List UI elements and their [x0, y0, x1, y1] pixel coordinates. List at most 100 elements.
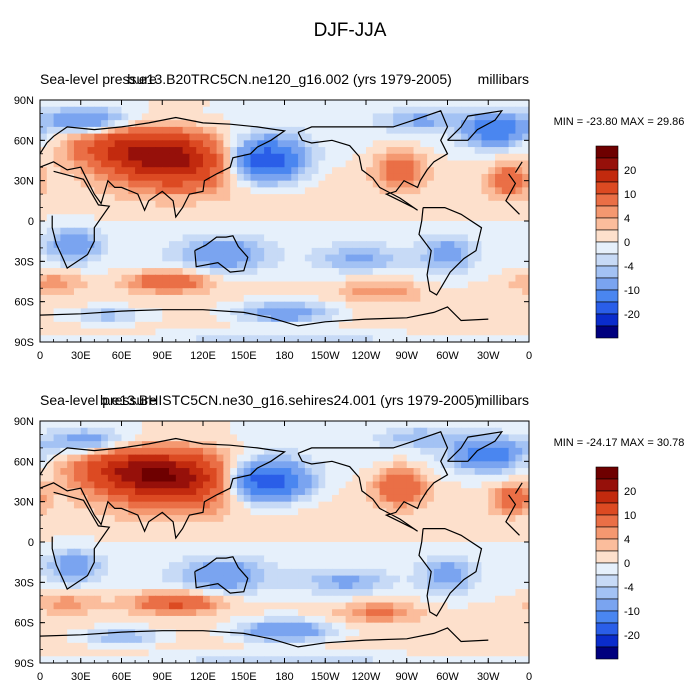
field-cell [522, 274, 529, 283]
field-cell [169, 427, 177, 436]
field-cell [393, 335, 401, 342]
field-cell [467, 434, 476, 442]
field-cell [169, 160, 177, 168]
field-cell [223, 301, 231, 309]
field-cell [189, 308, 197, 316]
field-cell [304, 461, 313, 469]
field-cell [399, 194, 408, 202]
field-cell [311, 294, 320, 303]
field-cell [454, 120, 462, 128]
field-cell [189, 133, 197, 141]
field-cell [230, 595, 238, 604]
field-cell [155, 421, 163, 429]
field-cell [406, 508, 415, 516]
field-cell [481, 180, 489, 188]
field-cell [454, 106, 462, 115]
field-cell [209, 294, 218, 303]
field-cell [467, 294, 476, 303]
field-cell [427, 528, 435, 536]
field-cell [508, 494, 517, 503]
field-cell [155, 227, 163, 236]
field-cell [386, 508, 394, 516]
field-cell [304, 468, 313, 476]
field-cell [474, 542, 483, 550]
field-cell [284, 106, 292, 115]
field-cell [325, 515, 333, 523]
field-cell [257, 254, 265, 262]
field-cell [53, 173, 61, 182]
field-cell [433, 454, 442, 462]
field-cell [495, 515, 503, 523]
field-cell [379, 173, 387, 182]
field-cell [175, 454, 184, 462]
field-cell [175, 474, 184, 483]
field-cell [366, 261, 374, 269]
field-cell [406, 328, 415, 336]
field-cell [284, 120, 292, 128]
field-cell [522, 227, 529, 236]
field-cell [515, 281, 523, 289]
field-cell [386, 234, 394, 242]
field-cell [406, 254, 415, 262]
field-cell [60, 294, 68, 303]
field-cell [413, 454, 421, 462]
field-cell [372, 241, 381, 249]
field-cell [250, 461, 258, 469]
field-cell [461, 488, 469, 496]
field-cell [203, 622, 211, 630]
field-cell [270, 441, 279, 449]
field-cell [230, 622, 238, 630]
field-cell [406, 447, 415, 456]
field-cell [359, 180, 367, 188]
field-cell [488, 521, 496, 530]
field-cell [352, 555, 360, 563]
field-cell [60, 261, 68, 269]
field-cell [80, 200, 89, 209]
field-cell [304, 227, 313, 236]
field-cell [53, 261, 61, 269]
field-cell [236, 214, 245, 222]
field-cell [447, 113, 455, 121]
field-cell [427, 207, 435, 215]
field-cell [440, 274, 449, 283]
field-cell [203, 254, 211, 262]
field-cell [53, 515, 61, 523]
field-cell [148, 481, 157, 489]
field-cell [101, 589, 109, 597]
field-cell [366, 441, 374, 449]
field-cell [236, 126, 245, 135]
field-cell [250, 173, 258, 182]
field-cell [508, 207, 517, 215]
field-cell [101, 153, 109, 162]
field-cell [101, 602, 109, 610]
field-cell [304, 281, 313, 289]
field-cell [433, 234, 442, 242]
field-cell [332, 548, 340, 557]
field-cell [359, 147, 367, 155]
field-cell [325, 427, 333, 436]
field-cell [284, 261, 292, 269]
field-cell [236, 153, 245, 162]
field-cell [196, 582, 204, 590]
field-cell [440, 241, 449, 249]
field-cell [189, 468, 197, 476]
field-cell [40, 187, 48, 195]
field-cell [440, 100, 449, 108]
field-cell [522, 434, 529, 442]
field-cell [135, 568, 143, 577]
field-cell [107, 555, 116, 563]
field-cell [311, 173, 320, 182]
y-tick-label: 0 [28, 216, 34, 228]
field-cell [488, 602, 496, 610]
field-cell [128, 488, 136, 496]
field-cell [379, 589, 387, 597]
field-cell [427, 268, 435, 276]
field-cell [148, 288, 157, 296]
y-tick-label: 60N [14, 135, 34, 147]
field-cell [114, 194, 123, 202]
field-cell [515, 100, 523, 108]
field-cell [196, 609, 204, 617]
field-cell [338, 120, 347, 128]
field-cell [467, 602, 476, 610]
field-cell [352, 474, 360, 483]
